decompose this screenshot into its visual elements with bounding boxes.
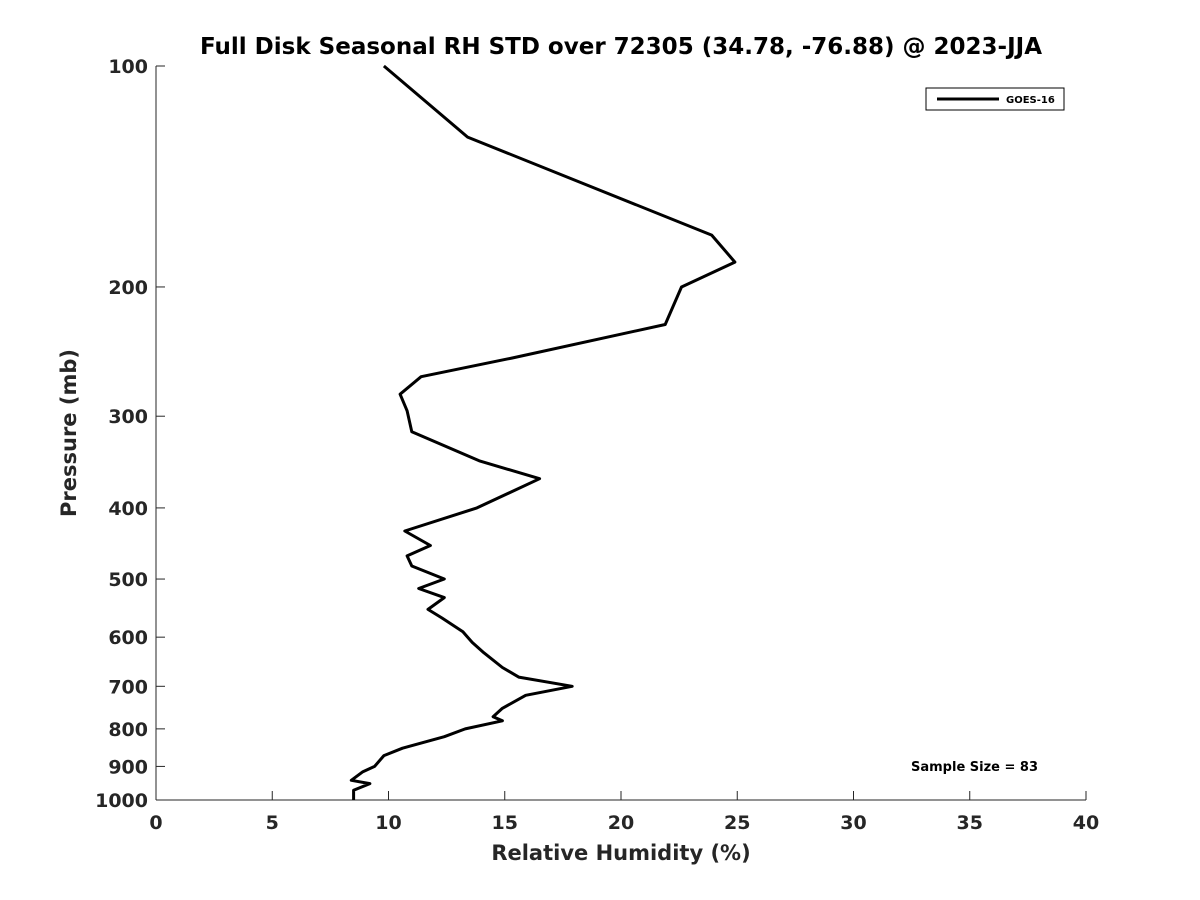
- x-tick-label: 35: [957, 812, 983, 834]
- legend: GOES-16: [925, 87, 1065, 111]
- x-tick-label: 10: [375, 812, 401, 834]
- y-tick-label: 400: [108, 498, 148, 520]
- legend-label-goes-16: GOES-16: [1006, 95, 1055, 106]
- x-axis-label: Relative Humidity (%): [491, 841, 750, 865]
- goes-16-series-line: [349, 64, 737, 800]
- y-tick-label: 900: [108, 756, 148, 778]
- y-tick-label: 100: [108, 56, 148, 78]
- y-tick-label: 700: [108, 676, 148, 698]
- x-tick-label: 25: [724, 812, 750, 834]
- axes: [155, 66, 1086, 801]
- sample-size-annotation: Sample Size = 83: [911, 760, 1038, 775]
- x-tick-label: 40: [1073, 812, 1099, 834]
- x-tick-label: 0: [149, 812, 162, 834]
- x-axis-ticks: 0 5 10 15 20 25 30 35 40: [149, 791, 1099, 834]
- x-tick-label: 5: [266, 812, 279, 834]
- x-tick-label: 15: [492, 812, 518, 834]
- x-tick-label: 20: [608, 812, 634, 834]
- y-tick-label: 1000: [95, 790, 148, 812]
- y-tick-label: 800: [108, 719, 148, 741]
- y-tick-label: 500: [108, 569, 148, 591]
- x-tick-label: 30: [840, 812, 866, 834]
- y-axis-ticks: 100 200 300 400 500 600 700 800 900 1000: [95, 56, 165, 812]
- chart-title: Full Disk Seasonal RH STD over 72305 (34…: [200, 34, 1042, 60]
- y-tick-label: 600: [108, 627, 148, 649]
- y-tick-label: 300: [108, 406, 148, 428]
- y-axis-label: Pressure (mb): [57, 349, 81, 517]
- y-tick-label: 200: [108, 277, 148, 299]
